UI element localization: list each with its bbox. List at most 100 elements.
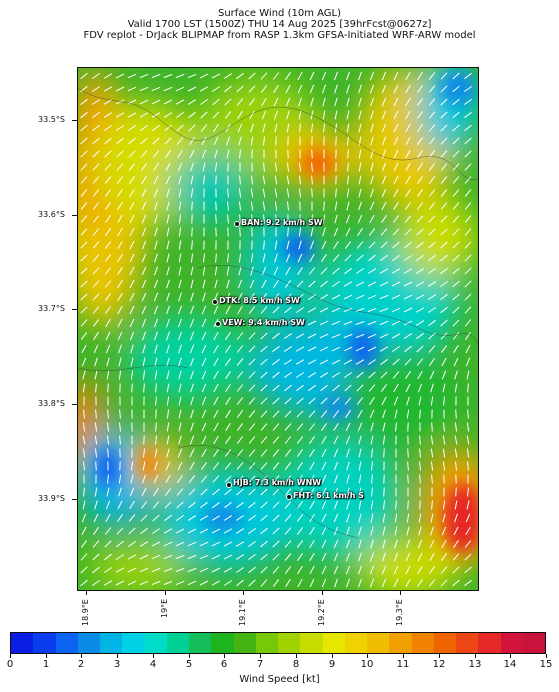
wind-arrow xyxy=(284,397,292,405)
wind-arrow xyxy=(358,487,362,497)
wind-arrow xyxy=(322,227,326,237)
wind-arrow xyxy=(283,346,293,352)
wind-arrow xyxy=(392,345,400,353)
wind-arrow xyxy=(154,357,158,367)
wind-arrow xyxy=(272,540,280,548)
station-label-hjb: HJB: 7.3 km/h WNW xyxy=(233,478,322,487)
wind-arrow xyxy=(199,528,209,534)
wind-arrow xyxy=(212,475,220,483)
wind-arrow xyxy=(405,552,411,562)
wind-arrow xyxy=(225,318,231,328)
wind-arrow xyxy=(405,188,411,198)
wind-arrow xyxy=(382,162,386,172)
lat-label-4: 33.8°S xyxy=(38,399,65,408)
wind-arrow xyxy=(322,214,326,224)
wind-arrow xyxy=(321,71,327,81)
wind-arrow xyxy=(107,409,109,419)
wind-arrow xyxy=(428,254,436,262)
wind-arrow xyxy=(464,150,472,158)
wind-arrow xyxy=(248,488,256,496)
wind-arrow xyxy=(464,111,472,119)
wind-arrow xyxy=(236,72,244,80)
wind-arrow xyxy=(441,526,447,536)
wind-arrow xyxy=(117,266,123,276)
wind-arrow xyxy=(370,448,374,458)
lon-tick-3 xyxy=(243,591,244,595)
wind-arrow xyxy=(141,253,147,263)
wind-arrow xyxy=(464,241,472,249)
wind-arrow xyxy=(80,72,88,80)
wind-arrow xyxy=(309,474,315,484)
wind-arrow xyxy=(187,554,197,560)
wind-arrow xyxy=(82,370,86,380)
wind-arrow xyxy=(82,435,86,445)
station-marker-fht[interactable] xyxy=(286,494,292,500)
wind-arrow xyxy=(163,580,173,586)
wind-arrow xyxy=(153,175,159,185)
wind-arrow xyxy=(187,567,197,573)
wind-arrow xyxy=(200,462,208,470)
wind-arrow xyxy=(164,150,172,158)
wind-arrow xyxy=(321,461,327,471)
wind-arrow xyxy=(466,500,470,510)
wind-arrow xyxy=(260,501,268,509)
wind-arrows xyxy=(80,71,472,588)
colorbar-cell xyxy=(322,633,345,653)
wind-arrow xyxy=(272,306,280,314)
wind-arrow xyxy=(297,475,303,483)
colorbar-tick-label: 13 xyxy=(468,659,482,670)
station-label-dtk: DTK: 8.5 km/h SW xyxy=(219,296,300,305)
wind-arrow xyxy=(273,84,279,94)
wind-arrow xyxy=(119,422,121,432)
wind-arrow xyxy=(143,383,145,393)
wind-arrow xyxy=(382,435,386,445)
wind-arrow xyxy=(394,539,398,549)
wind-arrow xyxy=(321,448,327,458)
wind-arrow xyxy=(127,580,137,586)
wind-arrow xyxy=(261,266,267,276)
wind-arrow xyxy=(296,372,304,378)
wind-arrow xyxy=(309,539,315,549)
wind-arrow xyxy=(165,162,171,172)
wind-arrow xyxy=(430,396,434,406)
wind-arrow xyxy=(224,462,232,470)
wind-arrow xyxy=(105,318,111,328)
wind-arrow xyxy=(355,359,365,365)
station-marker-dtk[interactable] xyxy=(212,299,218,305)
lat-label-2: 33.6°S xyxy=(38,210,65,219)
wind-arrow xyxy=(440,124,448,132)
wind-arrow xyxy=(104,527,112,535)
station-marker-ban[interactable] xyxy=(234,221,240,227)
wind-arrow xyxy=(403,320,413,326)
wind-arrow xyxy=(201,357,207,367)
wind-arrow xyxy=(295,333,305,339)
wind-arrow xyxy=(129,188,135,198)
wind-arrow xyxy=(115,112,125,118)
wind-arrow xyxy=(189,448,195,458)
wind-arrow xyxy=(139,112,149,118)
wind-arrow xyxy=(320,384,328,392)
wind-arrow xyxy=(466,370,470,380)
wind-arrow xyxy=(153,162,159,172)
wind-arrow xyxy=(213,344,219,354)
wind-arrow xyxy=(80,85,88,93)
station-marker-hjb[interactable] xyxy=(226,482,232,488)
wind-arrow xyxy=(202,292,206,302)
wind-arrow xyxy=(154,214,158,224)
wind-arrow xyxy=(311,188,313,198)
wind-arrow xyxy=(163,541,173,547)
wind-arrow xyxy=(367,281,377,287)
wind-arrow xyxy=(419,474,421,484)
wind-arrow xyxy=(260,72,268,80)
colorbar-tick xyxy=(224,654,225,658)
wind-arrow xyxy=(81,357,87,367)
wind-arrow xyxy=(272,579,280,587)
wind-arrow xyxy=(431,474,433,484)
wind-arrow xyxy=(464,306,472,314)
wind-arrow xyxy=(225,371,231,379)
station-marker-vew[interactable] xyxy=(215,321,221,327)
colorbar-tick xyxy=(510,654,511,658)
wind-arrow xyxy=(250,188,254,198)
wind-arrow xyxy=(344,397,352,405)
wind-arrow xyxy=(346,71,350,81)
